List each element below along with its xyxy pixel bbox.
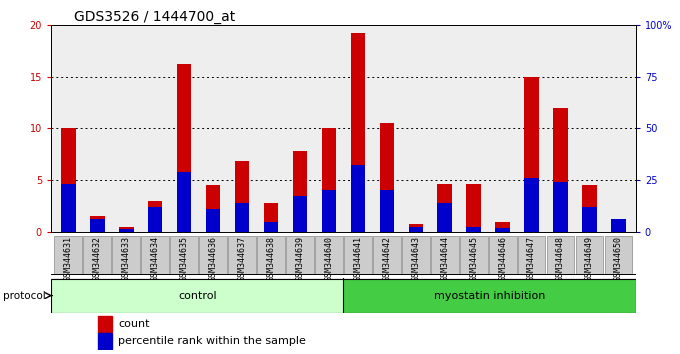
Bar	[351, 33, 365, 232]
Bar	[119, 229, 133, 232]
Text: GSM344641: GSM344641	[354, 236, 362, 281]
Bar	[148, 201, 163, 232]
Bar	[605, 236, 632, 274]
Text: myostatin inhibition: myostatin inhibition	[434, 291, 545, 301]
Bar	[292, 151, 307, 232]
Bar	[554, 108, 568, 232]
Text: GSM344631: GSM344631	[64, 236, 73, 281]
Bar	[322, 128, 336, 232]
Bar	[496, 228, 510, 232]
Text: GSM344639: GSM344639	[296, 236, 305, 281]
Bar	[437, 184, 452, 232]
Text: GSM344648: GSM344648	[556, 236, 565, 281]
Bar	[177, 172, 191, 232]
Text: percentile rank within the sample: percentile rank within the sample	[118, 336, 306, 346]
Bar	[170, 236, 198, 274]
Bar	[575, 236, 603, 274]
Bar	[54, 236, 82, 274]
Text: GSM344632: GSM344632	[93, 236, 102, 281]
Bar	[206, 185, 220, 232]
Bar	[379, 123, 394, 232]
Text: protocol: protocol	[3, 291, 46, 301]
Bar	[206, 209, 220, 232]
Text: GDS3526 / 1444700_at: GDS3526 / 1444700_at	[74, 10, 236, 24]
Bar	[373, 236, 401, 274]
Bar	[409, 224, 423, 232]
Text: GSM344649: GSM344649	[585, 236, 594, 281]
Bar	[582, 207, 597, 232]
Bar	[315, 236, 343, 274]
Bar	[119, 227, 133, 232]
Bar	[547, 236, 575, 274]
Text: GSM344646: GSM344646	[498, 236, 507, 281]
Bar	[228, 236, 256, 274]
Text: control: control	[178, 291, 216, 301]
Bar	[379, 190, 394, 232]
Text: GSM344647: GSM344647	[527, 236, 536, 281]
Bar	[554, 182, 568, 232]
Bar	[235, 203, 250, 232]
Bar	[264, 203, 278, 232]
Text: GSM344636: GSM344636	[209, 236, 218, 281]
Text: GSM344645: GSM344645	[469, 236, 478, 281]
Bar	[98, 316, 112, 332]
Bar	[437, 203, 452, 232]
Bar	[286, 236, 314, 274]
Text: GSM344640: GSM344640	[324, 236, 333, 281]
Bar	[264, 222, 278, 232]
Bar	[199, 236, 227, 274]
Bar	[343, 279, 636, 313]
Bar	[61, 128, 75, 232]
Text: GSM344644: GSM344644	[440, 236, 449, 281]
Text: GSM344637: GSM344637	[237, 236, 247, 281]
Bar	[431, 236, 458, 274]
Text: count: count	[118, 319, 150, 329]
Bar	[524, 178, 539, 232]
Bar	[61, 184, 75, 232]
Bar	[235, 161, 250, 232]
Bar	[84, 236, 112, 274]
Bar	[177, 64, 191, 232]
Text: GSM344650: GSM344650	[614, 236, 623, 281]
Bar	[51, 279, 343, 313]
Bar	[344, 236, 372, 274]
Text: GSM344642: GSM344642	[382, 236, 391, 281]
Bar	[466, 184, 481, 232]
Bar	[611, 219, 626, 232]
Bar	[148, 207, 163, 232]
Bar	[257, 236, 285, 274]
Bar	[496, 222, 510, 232]
Text: GSM344635: GSM344635	[180, 236, 188, 281]
Text: GSM344643: GSM344643	[411, 236, 420, 281]
Bar	[292, 196, 307, 232]
Bar	[141, 236, 169, 274]
Text: GSM344634: GSM344634	[151, 236, 160, 281]
Bar	[524, 76, 539, 232]
Bar	[460, 236, 488, 274]
Bar	[351, 165, 365, 232]
Bar	[98, 333, 112, 349]
Bar	[466, 227, 481, 232]
Bar	[611, 219, 626, 232]
Bar	[517, 236, 545, 274]
Text: GSM344633: GSM344633	[122, 236, 131, 281]
Bar	[112, 236, 140, 274]
Bar	[582, 185, 597, 232]
Bar	[90, 219, 105, 232]
Bar	[409, 227, 423, 232]
Bar	[90, 216, 105, 232]
Bar	[489, 236, 517, 274]
Bar	[402, 236, 430, 274]
Bar	[322, 190, 336, 232]
Text: GSM344638: GSM344638	[267, 236, 275, 281]
